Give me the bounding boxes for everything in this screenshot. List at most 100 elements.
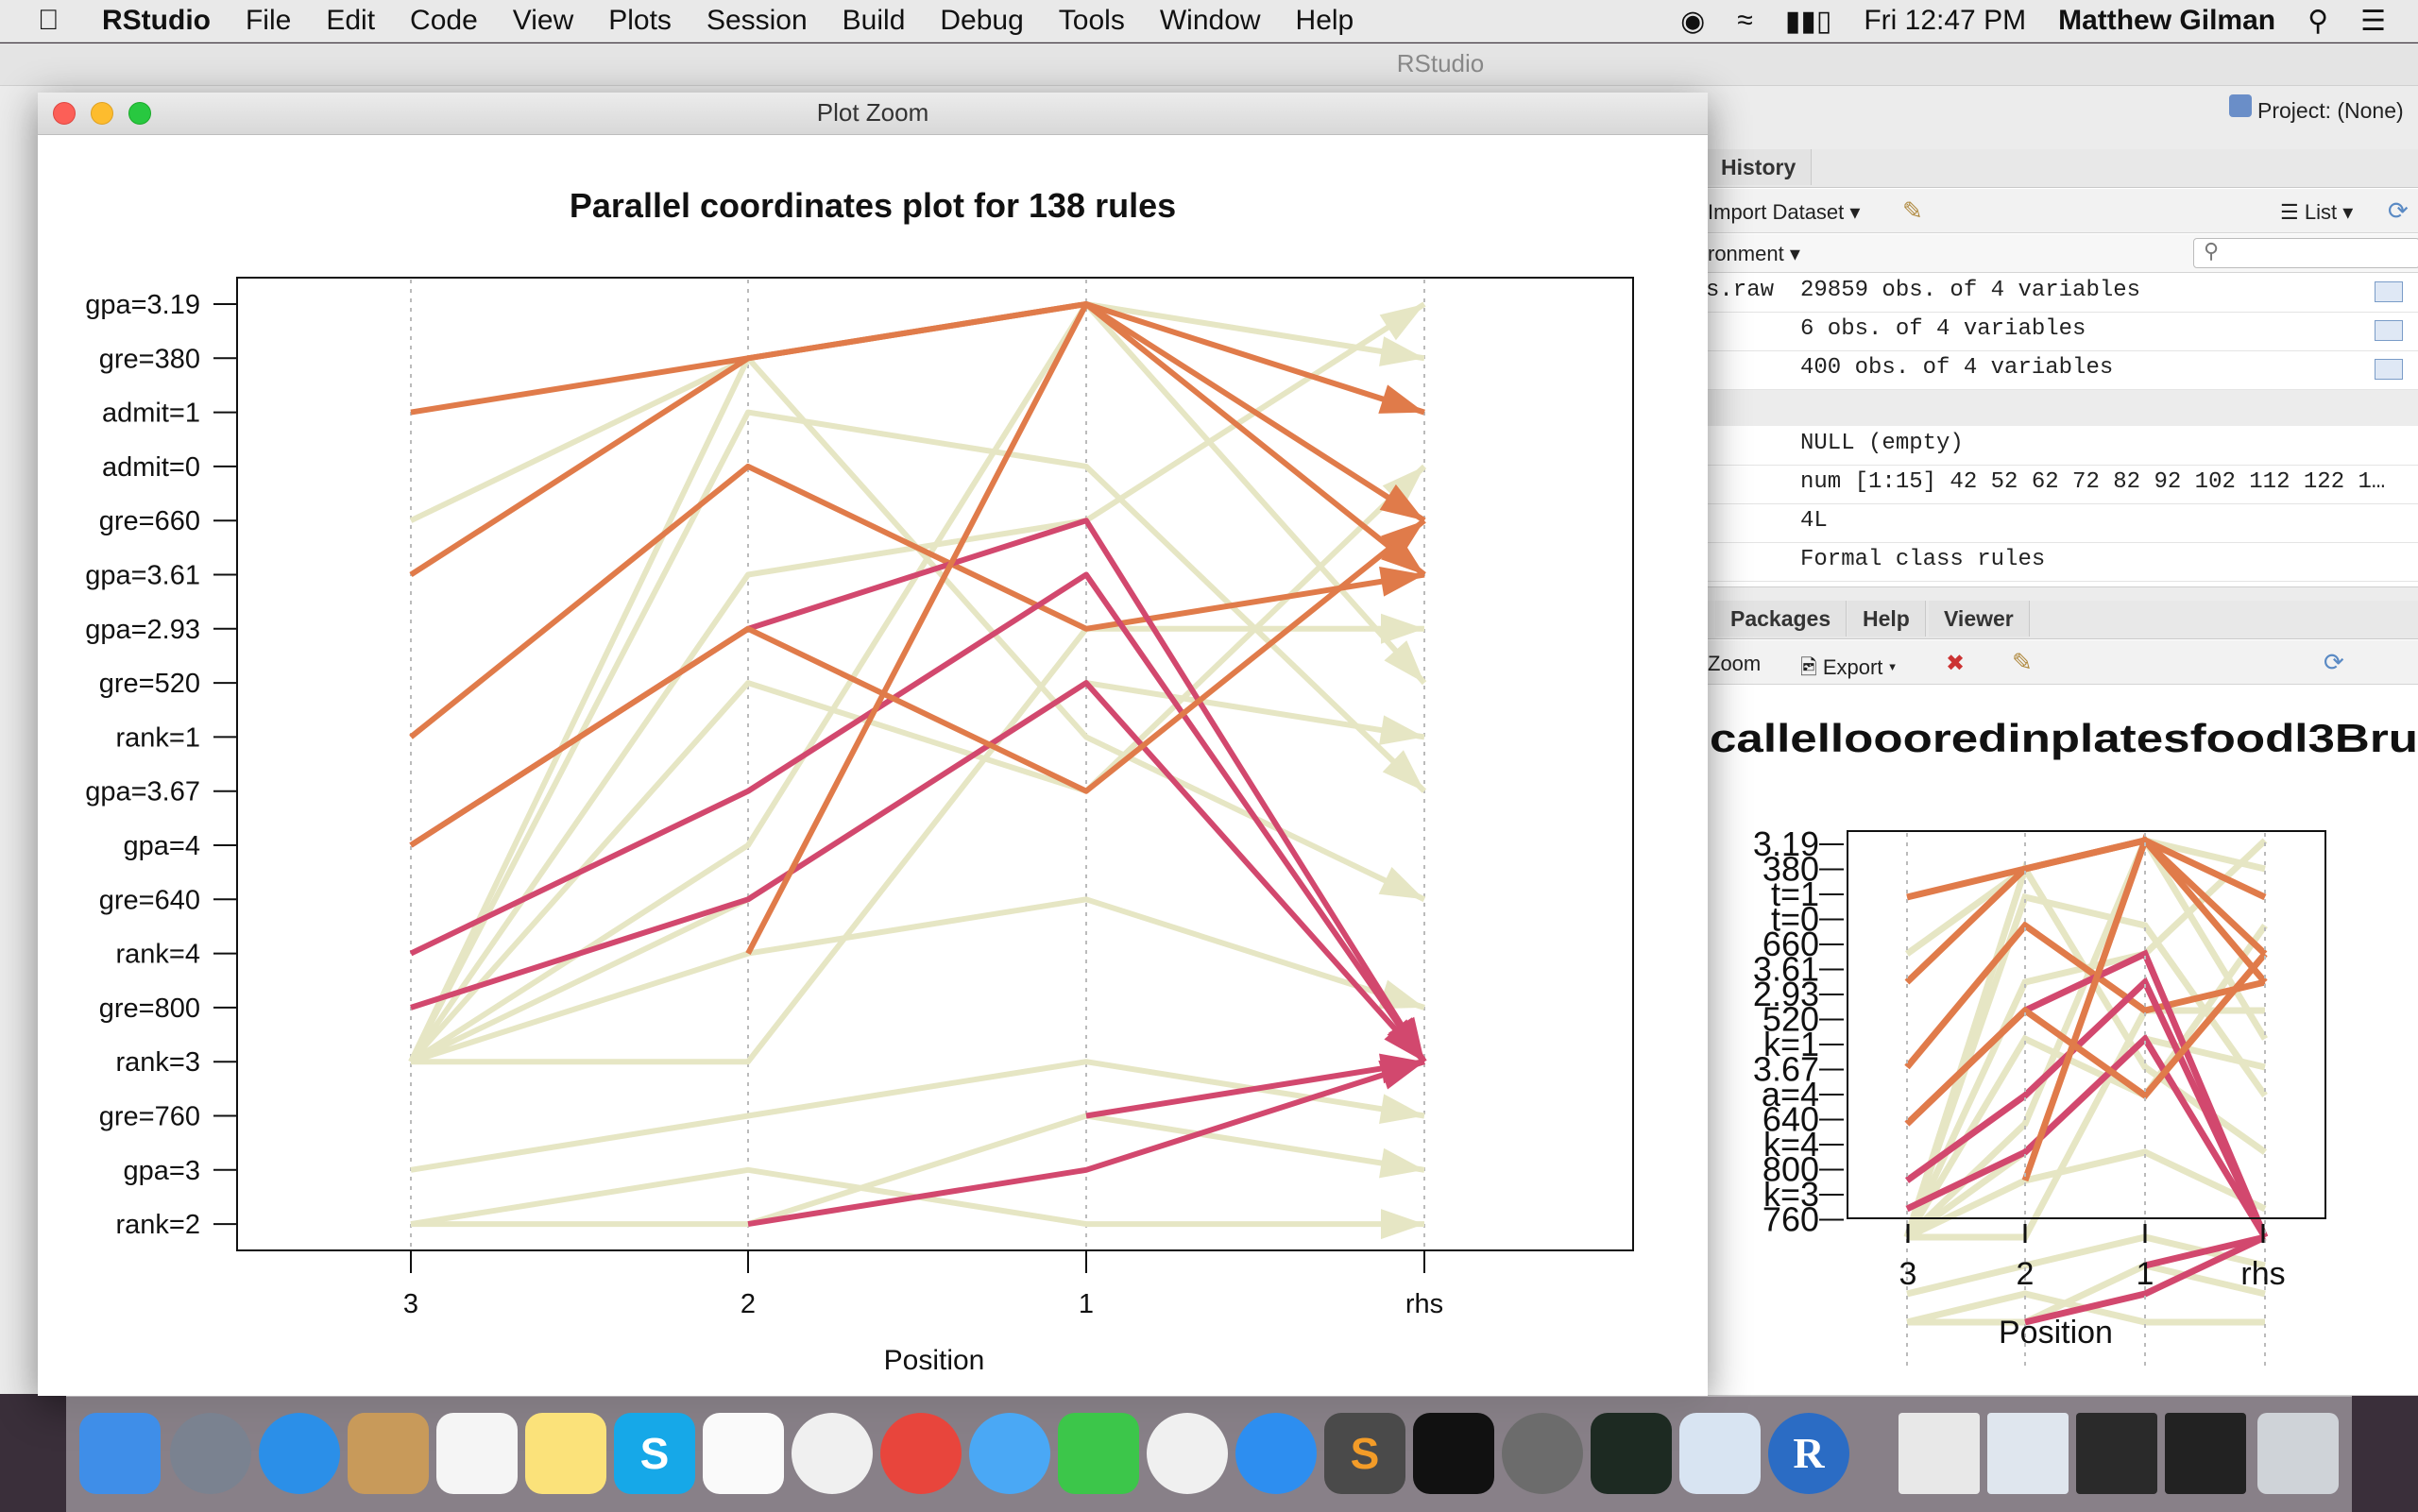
menu-bar:  RStudio File Edit Code View Plots Sess… (0, 0, 2418, 42)
window-thumbnail-icon[interactable] (1987, 1413, 2069, 1494)
clear-plots-icon[interactable]: ✎ (2012, 648, 2033, 676)
export-button[interactable]: 🖻 Export ▾ (1800, 655, 1897, 679)
terminal-icon[interactable] (1413, 1413, 1494, 1494)
tab-help[interactable]: Help (1848, 601, 1926, 637)
mini-y-label: t=0 (1771, 900, 1819, 939)
reminders-icon[interactable] (703, 1413, 784, 1494)
tab-history[interactable]: History (1706, 149, 1813, 185)
chart-gridlines (410, 280, 1425, 1249)
activity-monitor-icon[interactable] (1591, 1413, 1672, 1494)
window-thumbnail-icon[interactable] (1899, 1413, 1980, 1494)
user-name[interactable]: Matthew Gilman (2058, 5, 2276, 36)
system-preferences-icon[interactable] (1502, 1413, 1583, 1494)
photos-icon[interactable] (792, 1413, 873, 1494)
close-window-button[interactable] (53, 102, 76, 125)
mini-plot-frame (1847, 830, 2326, 1219)
project-menu[interactable]: Project: (None) (2257, 98, 2404, 123)
menu-edit[interactable]: Edit (326, 5, 376, 36)
remove-plot-icon[interactable]: ✖ (1946, 651, 1966, 676)
import-dataset-button[interactable]: Import Dataset ▾ (1708, 200, 1861, 224)
window-thumbnail-icon[interactable] (2165, 1413, 2246, 1494)
menu-plots[interactable]: Plots (608, 5, 672, 36)
rule-line (747, 1059, 1425, 1228)
env-section-header (1706, 390, 2418, 426)
facetime-icon[interactable] (1058, 1413, 1139, 1494)
table-view-icon[interactable] (2375, 281, 2403, 302)
trash-icon[interactable] (2257, 1413, 2339, 1494)
keynote-icon[interactable] (1679, 1413, 1761, 1494)
broom-icon[interactable]: ✎ (1902, 196, 1923, 225)
mini-y-label: 520 (1762, 1000, 1819, 1039)
app-store-icon[interactable] (1235, 1413, 1317, 1494)
minimize-window-button[interactable] (91, 102, 113, 125)
mini-y-label: 3.19 (1753, 824, 1819, 863)
window-thumbnail-icon[interactable] (2076, 1413, 2157, 1494)
env-row[interactable]: 6 obs. of 4 variables (1706, 313, 2418, 351)
itunes-icon[interactable] (1147, 1413, 1228, 1494)
sublime-text-icon[interactable] (1324, 1413, 1405, 1494)
messages-icon[interactable] (969, 1413, 1050, 1494)
y-tick-label: gpa=4 (124, 831, 200, 861)
chrome-icon[interactable] (880, 1413, 962, 1494)
table-view-icon[interactable] (2375, 359, 2403, 380)
mini-x-ticks: 3 2 1 rhs (1899, 1224, 2286, 1292)
rule-arrowhead (1382, 466, 1424, 508)
menu-debug[interactable]: Debug (940, 5, 1024, 36)
menu-help[interactable]: Help (1295, 5, 1354, 36)
mail-icon[interactable] (348, 1413, 429, 1494)
wifi-icon[interactable]: ≈ (1737, 5, 1753, 36)
env-row-name: s.raw (1706, 278, 1775, 303)
rule-line (409, 301, 1425, 523)
y-tick-label: gre=760 (99, 1102, 200, 1132)
mini-x-tick-label: 2 (2017, 1256, 2035, 1292)
spotlight-icon[interactable]: ⚲ (2307, 5, 2329, 37)
env-row[interactable]: num [1:15] 42 52 62 72 82 92 102 112 122… (1706, 466, 2418, 504)
env-row[interactable]: s.raw 29859 obs. of 4 variables (1706, 274, 2418, 313)
notification-center-icon[interactable]: ☰ (2360, 5, 2386, 37)
menu-build[interactable]: Build (842, 5, 906, 36)
clock[interactable]: Fri 12:47 PM (1864, 5, 2027, 36)
y-tick-label: gre=520 (99, 669, 200, 699)
refresh-icon[interactable]: ⟳ (2388, 196, 2409, 225)
menu-session[interactable]: Session (706, 5, 808, 36)
menu-file[interactable]: File (245, 5, 292, 36)
notes-icon[interactable] (525, 1413, 606, 1494)
y-axis: gpa=3.19 gre=380 admit=1 admit=0 gre=660 gpa=… (85, 290, 238, 1240)
mini-y-labels: 3.19380t=1t=06603.612.93520k=13.67a=4640… (1753, 824, 1844, 1239)
safari-icon[interactable] (259, 1413, 340, 1494)
menu-view[interactable]: View (512, 5, 574, 36)
skype-icon[interactable] (614, 1413, 695, 1494)
y-tick-label: gre=380 (99, 344, 200, 374)
tab-viewer[interactable]: Viewer (1929, 601, 2030, 637)
x-tick-label: 2 (741, 1289, 756, 1319)
env-row[interactable]: 4L (1706, 504, 2418, 543)
env-row[interactable]: Formal class rules (1706, 543, 2418, 582)
menu-tools[interactable]: Tools (1058, 5, 1125, 36)
zoom-button[interactable]: Zoom (1708, 652, 1762, 675)
battery-icon[interactable]: ▮▮▯ (1784, 5, 1832, 37)
r-app-icon[interactable] (1768, 1413, 1849, 1494)
environment-tabbar: History (1706, 149, 2418, 188)
plot-zoom-titlebar[interactable] (38, 93, 1708, 135)
env-row[interactable]: NULL (empty) (1706, 427, 2418, 466)
rule-arrowhead (1384, 640, 1424, 684)
rule-arrowhead (1381, 520, 1424, 560)
table-view-icon[interactable] (2375, 320, 2403, 341)
calendar-icon[interactable] (436, 1413, 518, 1494)
mini-y-label: 640 (1762, 1100, 1819, 1139)
sync-icon[interactable]: ⟳ (2324, 648, 2344, 676)
env-row[interactable]: 400 obs. of 4 variables (1706, 351, 2418, 390)
finder-icon[interactable] (79, 1413, 161, 1494)
menu-code[interactable]: Code (410, 5, 478, 36)
record-icon[interactable]: ◉ (1680, 5, 1706, 37)
tab-packages[interactable]: Packages (1715, 601, 1848, 637)
environment-dropdown[interactable]: ronment ▾ (1708, 242, 1800, 265)
apple-icon[interactable]:  (38, 5, 76, 37)
menu-window[interactable]: Window (1159, 5, 1261, 36)
parallel-coordinates-chart: Parallel coordinates plot for 138 rules … (85, 186, 1634, 1376)
maximize-window-button[interactable] (128, 102, 151, 125)
list-view-button[interactable]: ☰ List ▾ (2280, 200, 2354, 224)
environment-search-input[interactable]: ⚲ (2193, 238, 2418, 268)
menu-app-name[interactable]: RStudio (102, 5, 211, 36)
launchpad-icon[interactable] (170, 1413, 251, 1494)
